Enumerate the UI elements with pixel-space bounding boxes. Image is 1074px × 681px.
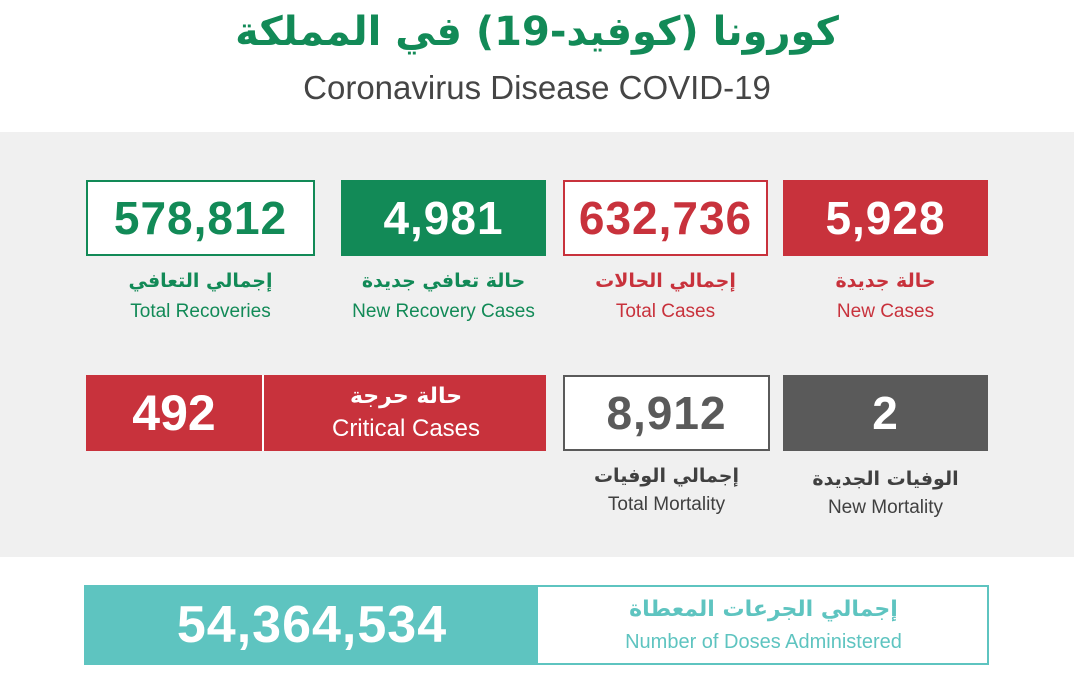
critical-cases-value: 492: [86, 375, 264, 451]
new-cases-label-en: New Cases: [836, 301, 935, 322]
total-mortality-value: 8,912: [563, 375, 770, 451]
total-recoveries-label-en: Total Recoveries: [130, 301, 271, 322]
new-mortality-label-en: New Mortality: [827, 497, 944, 518]
new-recoveries-label-en: New Recovery Cases: [352, 301, 535, 322]
doses-card: 54,364,534 إجمالي الجرعات المعطاة Number…: [84, 585, 989, 665]
new-recoveries-value: 4,981: [341, 180, 546, 256]
critical-cases-card: 492 حالة حرجة Critical Cases: [86, 375, 546, 451]
new-recoveries-label-ar: حالة تعافي جديدة: [361, 270, 526, 292]
new-mortality-value: 2: [783, 375, 988, 451]
total-cases-label-en: Total Cases: [615, 301, 716, 322]
doses-label-en: Number of Doses Administered: [625, 631, 902, 653]
total-cases-label-ar: إجمالي الحالات: [595, 270, 736, 292]
total-mortality-label-en: Total Mortality: [607, 494, 726, 515]
new-mortality-label-ar: الوفيات الجديدة: [812, 468, 959, 490]
page-title-english: Coronavirus Disease COVID-19: [303, 69, 771, 106]
new-cases-label-ar: حالة جديدة: [835, 270, 936, 292]
critical-cases-label-ar: حالة حرجة: [349, 384, 463, 409]
total-mortality-label-ar: إجمالي الوفيات: [593, 465, 740, 487]
new-cases-value: 5,928: [783, 180, 988, 256]
page-title-arabic: كورونا (كوفيد-19) في المملكة: [235, 9, 839, 55]
total-cases-value: 632,736: [563, 180, 768, 256]
total-recoveries-value: 578,812: [86, 180, 315, 256]
doses-value: 54,364,534: [86, 587, 538, 663]
doses-label-ar: إجمالي الجرعات المعطاة: [629, 597, 898, 622]
critical-cases-label-en: Critical Cases: [331, 415, 481, 442]
total-recoveries-label-ar: إجمالي التعافي: [128, 270, 273, 292]
